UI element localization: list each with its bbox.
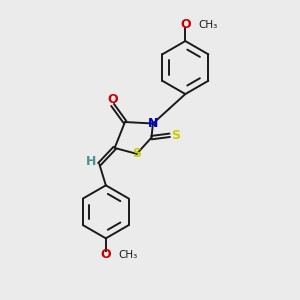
Text: H: H [86,155,96,168]
Text: O: O [180,18,190,32]
Text: N: N [148,117,158,130]
Text: O: O [100,248,111,261]
Text: O: O [107,93,118,106]
Text: CH₃: CH₃ [199,20,218,30]
Text: S: S [132,147,141,160]
Text: CH₃: CH₃ [118,250,137,260]
Text: S: S [171,129,180,142]
